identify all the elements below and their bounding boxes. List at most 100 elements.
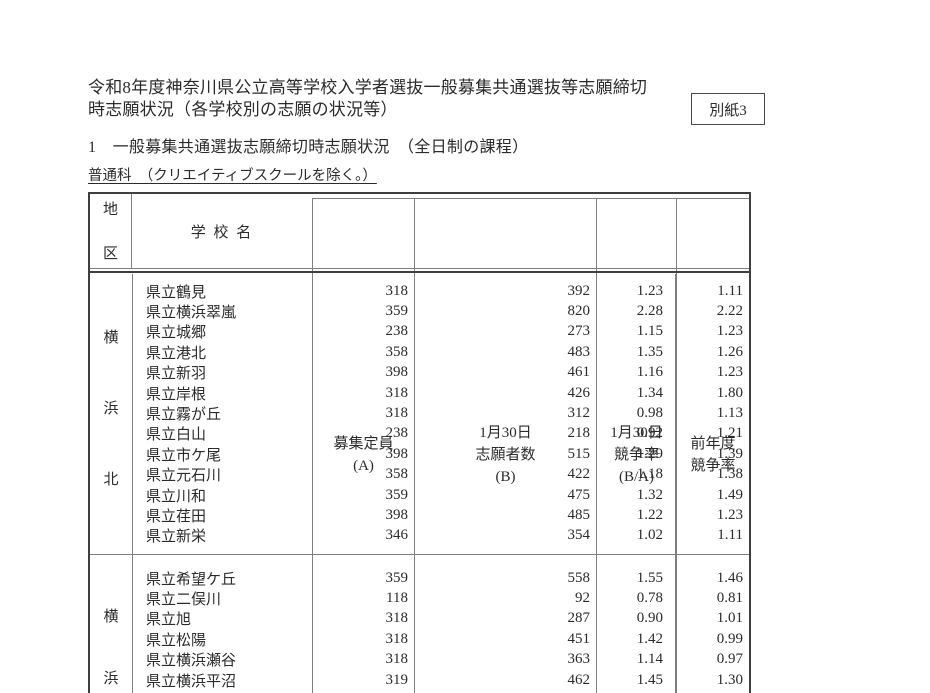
table-row: 県立鶴見 318 392 1.23 1.11 [90,281,749,301]
cell-applicants: 515 [567,445,591,462]
cell-applicants: 462 [567,671,591,688]
header-line: (B/A) [619,468,654,485]
cell-prev-ratio: 1.23 [716,323,743,340]
cell-ratio: 2.28 [636,303,663,320]
table-row: 県立港北 358 483 1.35 1.26 [90,342,749,362]
district-section: 横浜北 県立鶴見 318 392 1.23 1.11 県立横浜翠嵐 359 820 2.28 2.2… [90,274,749,554]
cell-ratio: 1.42 [636,630,663,647]
cell-applicants: 273 [567,323,591,340]
cell-capacity: 358 [385,343,409,360]
attachment-label: 別紙3 [709,102,747,119]
cell-applicants: 558 [567,569,591,586]
course-note: 普通科 （クリエイティブスクールを除く。） [88,168,377,184]
cell-ratio: 1.16 [636,364,663,381]
cell-ratio: 1.22 [636,506,663,523]
header-separator-thick [90,271,749,273]
header-line: 区 [102,246,118,262]
cell-capacity: 358 [385,466,409,483]
cell-school-name: 県立白山 [146,427,207,444]
cell-ratio: 1.45 [636,671,663,688]
cell-capacity: 398 [385,445,409,462]
cell-prev-ratio: 1.23 [716,364,743,381]
cell-capacity: 359 [385,303,409,320]
cell-prev-ratio: 1.21 [716,425,743,442]
cell-school-name: 県立霧が丘 [146,407,222,424]
cell-school-name: 県立荏田 [146,509,207,525]
district-section: 横浜 県立希望ケ丘 359 558 1.55 1.46 県立二俣川 118 92 0.78 0.81… [90,554,749,690]
table-row: 県立市ケ尾 398 515 1.29 1.39 [90,444,749,464]
header-line: 競争率 [690,457,736,474]
cell-capacity: 238 [385,323,409,340]
cell-school-name: 県立岸根 [146,386,207,403]
cell-ratio: 1.35 [636,343,663,360]
cell-prev-ratio: 1.49 [716,486,743,503]
cell-applicants: 218 [567,425,591,442]
cell-capacity: 318 [385,630,409,647]
cell-applicants: 461 [567,364,591,381]
grid-line-ratio [675,274,676,693]
header-district: 地区 [90,194,132,268]
cell-school-name: 県立新羽 [146,366,207,383]
cell-prev-ratio: 1.38 [716,466,743,483]
cell-ratio: 0.90 [636,610,663,627]
table-row: 県立元石川 358 422 1.18 1.38 [90,465,749,485]
document-title-line2: 時志願状況（各学校別の志願の状況等） [88,99,398,119]
document-title: 令和8年度神奈川県公立高等学校入学者選抜一般募集共通選抜等志願締切 時志願状況（… [88,77,700,120]
cell-capacity: 118 [386,590,408,607]
cell-ratio: 1.29 [636,445,663,462]
header-ratio: 1月30日 競争率 (B/A) [596,199,676,693]
cell-prev-ratio: 1.80 [716,384,743,401]
cell-prev-ratio: 1.13 [716,405,743,422]
district-label-char: 横 [103,609,119,625]
cell-prev-ratio: 1.26 [716,343,743,360]
cell-applicants: 312 [567,405,591,422]
cell-prev-ratio: 0.81 [716,590,743,607]
table-row: 県立城郷 238 273 1.15 1.23 [90,322,749,342]
header-line: 志願者数 [475,446,536,463]
cell-prev-ratio: 1.46 [716,569,743,586]
cell-school-name: 県立城郷 [146,325,207,342]
cell-applicants: 451 [567,630,591,647]
cell-school-name: 県立港北 [146,345,207,362]
header-line: 1月30日 [610,424,663,441]
cell-prev-ratio: 1.11 [717,527,743,544]
cell-ratio: 1.34 [636,384,663,401]
cell-ratio: 1.14 [636,651,663,668]
cell-ratio: 1.23 [636,282,663,299]
cell-capacity: 359 [385,569,409,586]
cell-capacity: 359 [385,486,409,503]
cell-ratio: 0.78 [636,590,663,607]
cell-ratio: 1.02 [636,527,663,544]
header-line: 地 [102,202,118,218]
cell-school-name: 県立新栄 [146,529,207,546]
cell-capacity: 319 [385,671,409,688]
header-line: (A) [353,457,374,474]
header-numeric-group: 募集定員 (A) 1月30日 志願者数 (B) 1月30日 競争率 (B/A) 前年度 競争… [312,198,749,693]
district-label-char: 浜 [103,671,119,687]
district-label-char: 横 [103,330,119,346]
cell-prev-ratio: 1.30 [716,671,743,688]
table-row: 県立横浜翠嵐 359 820 2.28 2.22 [90,301,749,321]
cell-applicants: 820 [567,303,591,320]
cell-applicants: 475 [567,486,591,503]
grid-line-school [312,274,313,693]
cell-capacity: 318 [385,610,409,627]
cell-ratio: 1.32 [636,486,663,503]
table-row: 県立霧が丘 318 312 0.98 1.13 [90,403,749,423]
cell-capacity: 238 [385,425,409,442]
cell-school-name: 県立松陽 [146,632,207,649]
cell-ratio: 1.18 [636,466,663,483]
cell-applicants: 287 [567,610,591,627]
cell-prev-ratio: 2.22 [716,303,743,320]
cell-applicants: 392 [567,282,591,299]
header-capacity: 募集定員 (A) [313,199,414,693]
cell-applicants: 483 [567,343,591,360]
header-applicants: 1月30日 志願者数 (B) [414,199,596,693]
table-row: 県立旭 318 287 0.90 1.01 [90,609,749,629]
table-row: 県立横浜瀬谷 318 363 1.14 0.97 [90,650,749,670]
district-label-char: 浜 [103,401,119,417]
table-body: 横浜北県立鶴見 318 392 1.23 1.11 県立横浜翠嵐 359 820 2.28 2.2… [90,274,749,693]
cell-ratio: 1.15 [636,323,663,340]
application-status-table: 地区 学 校 名 募集定員 (A) 1月30日 志願者数 (B) 1月30日 競争率 (B… [88,192,751,693]
attachment-label-box: 別紙3 [691,93,765,125]
